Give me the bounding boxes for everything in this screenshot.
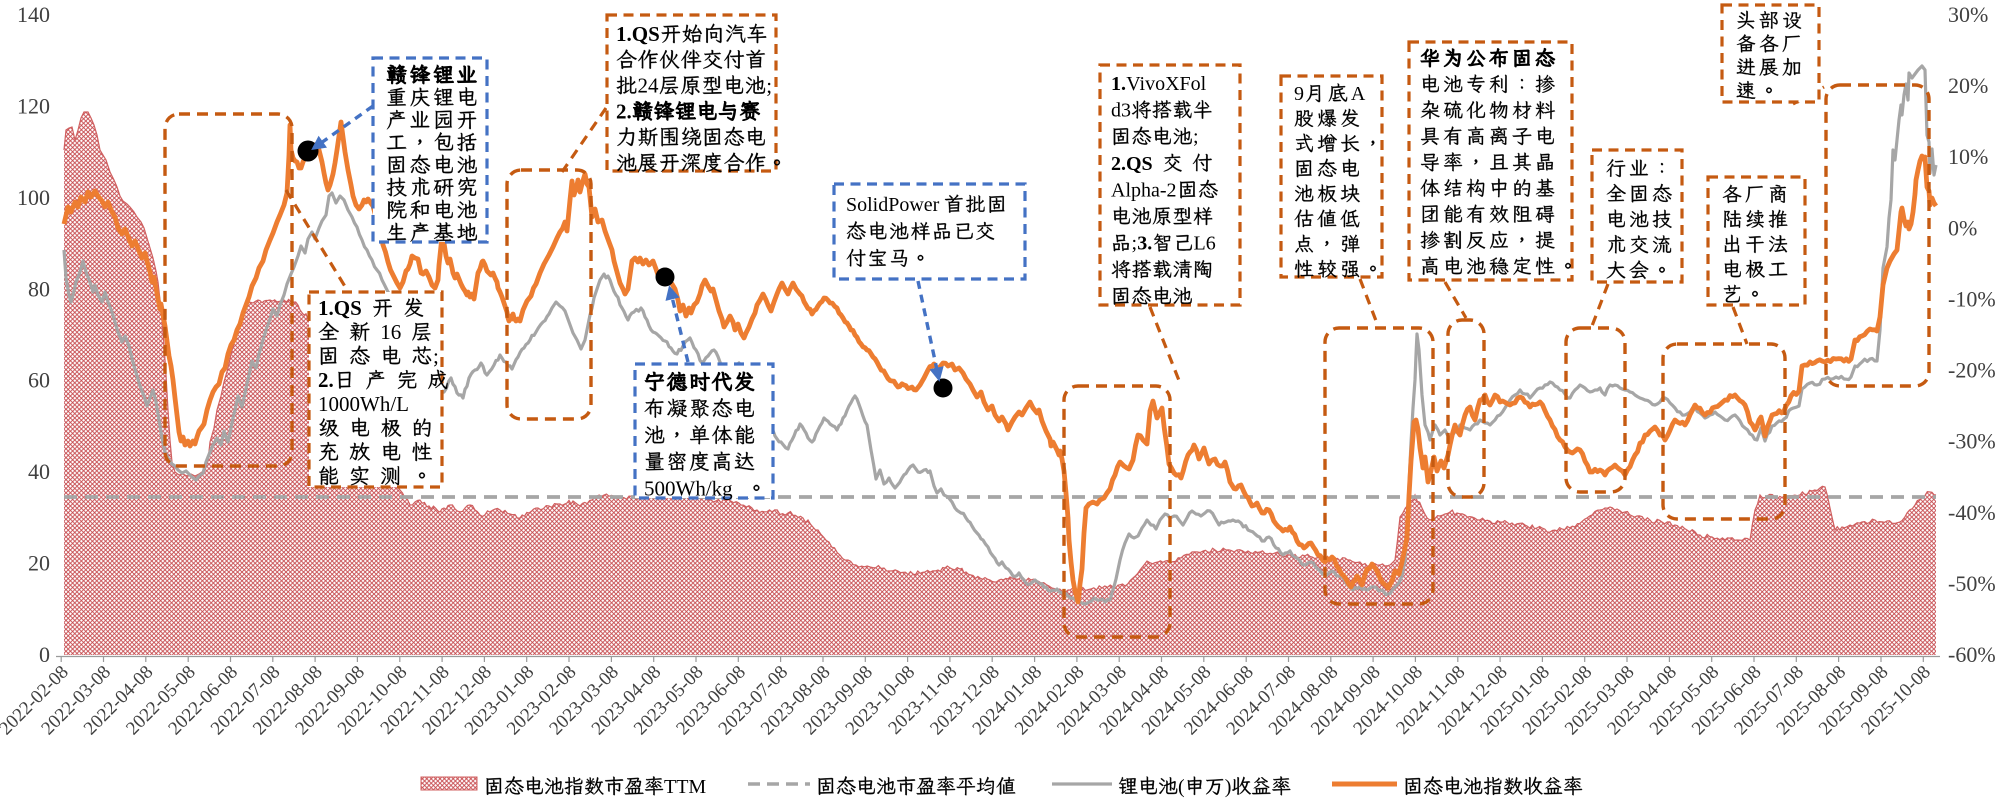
svg-text:2.QS: 2.QS (1111, 153, 1153, 175)
svg-text:1.QS: 1.QS (318, 296, 362, 320)
svg-text:-40%: -40% (1948, 500, 1996, 525)
svg-text:120: 120 (17, 93, 50, 118)
svg-text:80: 80 (28, 276, 50, 301)
svg-text:16: 16 (380, 320, 401, 344)
svg-text:SolidPower: SolidPower (846, 194, 940, 216)
svg-text:1.QS: 1.QS (616, 22, 660, 46)
svg-text:A: A (1351, 83, 1366, 105)
svg-text:140: 140 (17, 2, 50, 27)
svg-text:500Wh/kg: 500Wh/kg (644, 476, 733, 500)
svg-text:-30%: -30% (1948, 429, 1996, 454)
svg-text:VivoXFol: VivoXFol (1126, 73, 1206, 95)
svg-text:TTM: TTM (664, 776, 706, 798)
svg-text:0: 0 (39, 642, 50, 667)
svg-text:9: 9 (1294, 83, 1304, 105)
svg-text:10%: 10% (1948, 144, 1988, 169)
svg-text:0%: 0% (1948, 215, 1977, 240)
svg-text:-20%: -20% (1948, 358, 1996, 383)
svg-text:40: 40 (28, 459, 50, 484)
svg-text:): ) (1225, 776, 1232, 798)
svg-text:;: ; (1193, 126, 1199, 148)
svg-text:;: ; (433, 344, 439, 368)
svg-text:1000Wh/L: 1000Wh/L (318, 392, 409, 416)
svg-text:d3: d3 (1111, 100, 1131, 122)
svg-text:24: 24 (638, 74, 660, 98)
svg-text:3.: 3. (1137, 233, 1152, 255)
svg-text:;: ; (766, 74, 772, 98)
svg-text:30%: 30% (1948, 2, 1988, 27)
svg-text:1.: 1. (1111, 73, 1126, 95)
svg-text:-10%: -10% (1948, 286, 1996, 311)
svg-text:2.: 2. (616, 99, 632, 123)
svg-text:20%: 20% (1948, 73, 1988, 98)
svg-text:;: ; (1132, 233, 1138, 255)
svg-text:100: 100 (17, 185, 50, 210)
svg-text:-60%: -60% (1948, 642, 1996, 667)
svg-text:L6: L6 (1194, 233, 1216, 255)
svg-text:-50%: -50% (1948, 571, 1996, 596)
svg-text:60: 60 (28, 368, 50, 393)
svg-text:(: ( (1178, 776, 1185, 798)
svg-text:2.: 2. (318, 368, 334, 392)
svg-text:Alpha-2: Alpha-2 (1111, 179, 1177, 201)
svg-text:20: 20 (28, 551, 50, 576)
